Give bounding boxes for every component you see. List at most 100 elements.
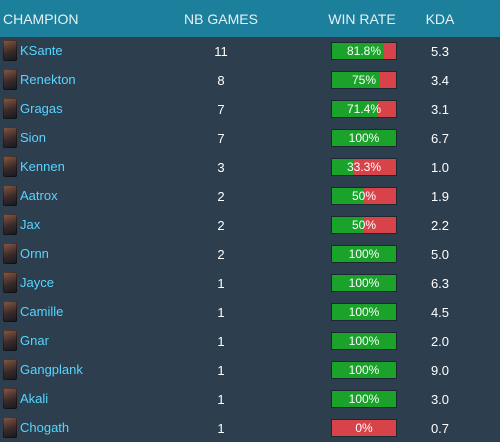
kda-value: 2.0 [430, 334, 450, 349]
kda-value: 4.5 [430, 305, 450, 320]
champion-name-link[interactable]: Kennen [20, 159, 65, 174]
kda-value: 5.3 [430, 44, 450, 59]
table-row[interactable]: Chogath 1 0% 0.7 [0, 414, 500, 442]
champion-name-link[interactable]: KSante [20, 43, 63, 58]
champion-portrait-icon[interactable] [3, 69, 17, 90]
winrate-bar-fill [332, 72, 380, 88]
champion-portrait-icon[interactable] [3, 127, 17, 148]
champion-name-link[interactable]: Camille [20, 304, 64, 319]
table-row[interactable]: Gangplank 1 100% 9.0 [0, 356, 500, 384]
kda-value: 2.2 [430, 218, 450, 233]
champion-name-link[interactable]: Jayce [20, 275, 54, 290]
table-row[interactable]: Akali 1 100% 3.0 [0, 385, 500, 413]
winrate-bar-fill [332, 159, 354, 175]
table-row[interactable]: Renekton 8 75% 3.4 [0, 66, 500, 94]
table-row[interactable]: Sion 7 100% 6.7 [0, 124, 500, 152]
games-count: 1 [217, 334, 225, 349]
table-row[interactable]: Jax 2 50% 2.2 [0, 211, 500, 239]
table-row[interactable]: KSante 11 81.8% 5.3 [0, 37, 500, 65]
winrate-bar-fill [332, 188, 364, 204]
champion-portrait-icon[interactable] [3, 388, 17, 409]
champion-portrait-icon[interactable] [3, 214, 17, 235]
column-header-kda[interactable]: KDA [425, 11, 455, 27]
kda-value: 0.7 [430, 421, 450, 436]
kda-value: 3.1 [430, 102, 450, 117]
winrate-bar: 81.8% [331, 42, 397, 60]
champion-name-link[interactable]: Aatrox [20, 188, 58, 203]
kda-value: 1.0 [430, 160, 450, 175]
champion-name-link[interactable]: Chogath [20, 420, 70, 435]
winrate-label: 100% [348, 392, 380, 406]
champion-portrait-icon[interactable] [3, 301, 17, 322]
table-row[interactable]: Ornn 2 100% 5.0 [0, 240, 500, 268]
winrate-label: 100% [348, 334, 380, 348]
column-header-games[interactable]: NB GAMES [184, 11, 258, 27]
table-row[interactable]: Aatrox 2 50% 1.9 [0, 182, 500, 210]
table-row[interactable]: Kennen 3 33.3% 1.0 [0, 153, 500, 181]
winrate-bar-fill [332, 391, 396, 407]
winrate-bar-fill [332, 275, 396, 291]
winrate-bar-fill [332, 246, 396, 262]
kda-value: 5.0 [430, 247, 450, 262]
champion-name-link[interactable]: Sion [20, 130, 47, 145]
winrate-label: 71.4% [346, 102, 382, 116]
games-count: 2 [217, 247, 225, 262]
games-count: 1 [217, 276, 225, 291]
winrate-label: 50% [351, 189, 377, 203]
games-count: 8 [217, 73, 225, 88]
games-count: 2 [217, 189, 225, 204]
winrate-bar-fill [332, 217, 364, 233]
table-body: KSante 11 81.8% 5.3 Renekton 8 75% 3.4 Gragas 7 71… [0, 37, 500, 442]
champion-name-link[interactable]: Gragas [20, 101, 63, 116]
winrate-bar-fill [332, 130, 396, 146]
champion-name-link[interactable]: Gangplank [20, 362, 83, 377]
winrate-bar: 50% [331, 216, 397, 234]
champion-portrait-icon[interactable] [3, 272, 17, 293]
winrate-bar: 50% [331, 187, 397, 205]
games-count: 7 [217, 131, 225, 146]
winrate-label: 0% [355, 421, 373, 435]
column-header-winrate[interactable]: WIN RATE [328, 11, 396, 27]
champion-portrait-icon[interactable] [3, 98, 17, 119]
winrate-bar: 100% [331, 390, 397, 408]
table-row[interactable]: Camille 1 100% 4.5 [0, 298, 500, 326]
table-header: CHAMPION NB GAMES WIN RATE KDA [0, 0, 500, 37]
winrate-bar: 0% [331, 419, 397, 437]
column-header-champion[interactable]: CHAMPION [3, 11, 79, 27]
winrate-label: 75% [351, 73, 377, 87]
games-count: 1 [217, 421, 225, 436]
table-row[interactable]: Gnar 1 100% 2.0 [0, 327, 500, 355]
winrate-label: 100% [348, 363, 380, 377]
champion-portrait-icon[interactable] [3, 156, 17, 177]
champion-name-link[interactable]: Akali [20, 391, 49, 406]
winrate-bar: 33.3% [331, 158, 397, 176]
table-row[interactable]: Gragas 7 71.4% 3.1 [0, 95, 500, 123]
champion-portrait-icon[interactable] [3, 40, 17, 61]
champion-name-link[interactable]: Gnar [20, 333, 49, 348]
champion-name-link[interactable]: Renekton [20, 72, 76, 87]
champion-portrait-icon[interactable] [3, 243, 17, 264]
games-count: 1 [217, 305, 225, 320]
champion-portrait-icon[interactable] [3, 185, 17, 206]
kda-value: 9.0 [430, 363, 450, 378]
champion-portrait-icon[interactable] [3, 417, 17, 438]
winrate-bar-fill [332, 333, 396, 349]
kda-value: 3.4 [430, 73, 450, 88]
games-count: 1 [217, 392, 225, 407]
champion-portrait-icon[interactable] [3, 330, 17, 351]
games-count: 11 [214, 44, 228, 59]
champion-name-link[interactable]: Ornn [20, 246, 49, 261]
winrate-bar: 100% [331, 332, 397, 350]
champion-name-link[interactable]: Jax [20, 217, 41, 232]
kda-value: 6.3 [430, 276, 450, 291]
winrate-bar: 100% [331, 303, 397, 321]
winrate-bar: 100% [331, 274, 397, 292]
winrate-bar-fill [332, 43, 385, 59]
winrate-label: 100% [348, 131, 380, 145]
games-count: 7 [217, 102, 225, 117]
champion-portrait-icon[interactable] [3, 359, 17, 380]
table-row[interactable]: Jayce 1 100% 6.3 [0, 269, 500, 297]
kda-value: 3.0 [430, 392, 450, 407]
winrate-bar-fill [332, 362, 396, 378]
